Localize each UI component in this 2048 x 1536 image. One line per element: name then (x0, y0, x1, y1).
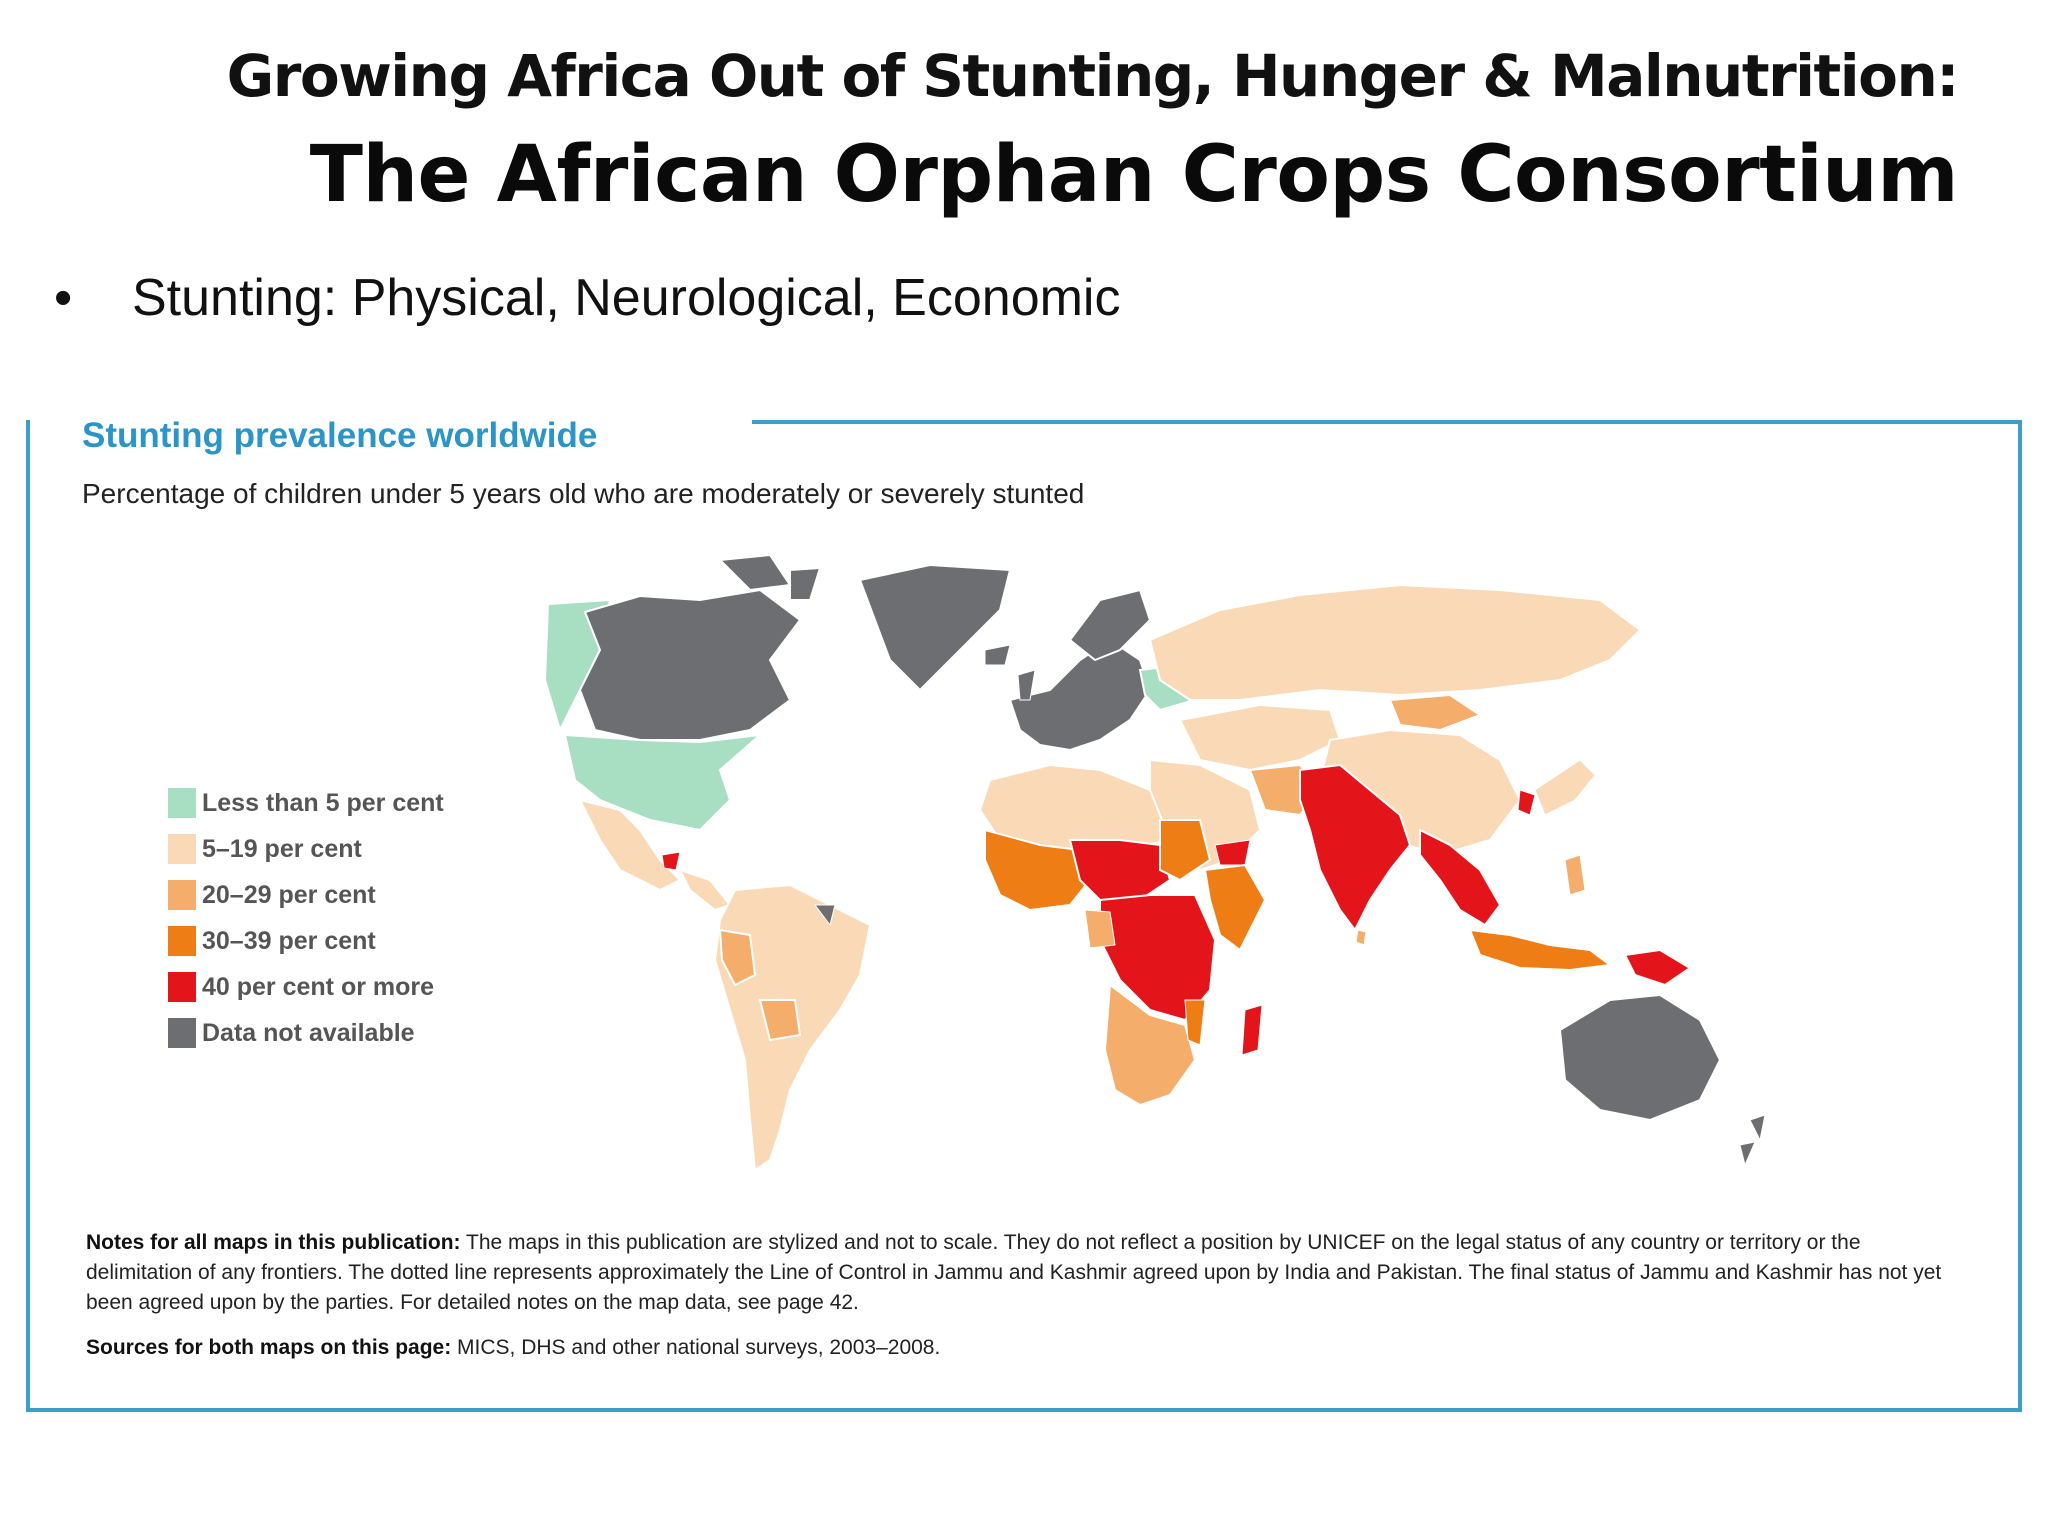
region-madagascar (1241, 1004, 1263, 1056)
region-horn-of-africa (1203, 863, 1267, 952)
map-panel-frame (26, 420, 2022, 1412)
region-mongolia (1388, 693, 1483, 732)
legend-item: 20–29 per cent (168, 872, 444, 918)
panel-border (26, 420, 2022, 1412)
legend-swatch (168, 972, 196, 1002)
legend-label: 20–29 per cent (202, 880, 376, 909)
legend-label: Data not available (202, 1018, 415, 1047)
region-central-asia (1178, 703, 1342, 772)
notes-label: Notes for all maps in this publication: (86, 1231, 461, 1254)
region-north-korea (1517, 789, 1536, 816)
legend-swatch (168, 1018, 196, 1048)
region-guatemala (661, 851, 681, 871)
region-bolivia (758, 999, 802, 1042)
region-central-america (678, 868, 732, 912)
region-west-africa (984, 828, 1092, 912)
legend-item: 40 per cent or more (168, 964, 444, 1010)
region-sudan (1159, 819, 1212, 882)
region-sri-lanka (1355, 929, 1367, 946)
region-mexico (578, 798, 682, 892)
legend-swatch (168, 880, 196, 910)
slide-title-line2: The African Orphan Crops Consortium (309, 130, 1959, 220)
region-russia (1148, 583, 1642, 701)
legend-swatch (168, 834, 196, 864)
region-europe (1008, 638, 1152, 752)
slide-title-line1: Growing Africa Out of Stunting, Hunger &… (226, 42, 1960, 110)
legend-item: 30–39 per cent (168, 918, 444, 964)
legend-item: Less than 5 per cent (168, 780, 444, 826)
region-korea-japan (1534, 759, 1596, 816)
region-canada (578, 588, 802, 741)
region-australia (1558, 993, 1722, 1122)
legend-item: 5–19 per cent (168, 826, 444, 872)
region-philippines (1564, 854, 1586, 896)
region-south-asia (1299, 763, 1412, 932)
map-notes: Notes for all maps in this publication: … (86, 1228, 1956, 1318)
region-gabon-congo (1084, 909, 1116, 949)
sources-label: Sources for both maps on this page: (86, 1336, 452, 1359)
map-title: Stunting prevalence worldwide (82, 416, 598, 455)
region-peru-ecuador (718, 928, 757, 987)
region-iceland-uk (984, 644, 1036, 701)
bullet-text: Stunting: Physical, Neurological, Econom… (132, 269, 1121, 327)
region-sahel (1068, 839, 1172, 901)
region-new-zealand (1739, 1114, 1766, 1167)
map-sources: Sources for both maps on this page: MICS… (86, 1336, 940, 1360)
legend-label: 40 per cent or more (202, 972, 435, 1001)
legend-label: 30–39 per cent (202, 926, 376, 955)
region-southern-africa (1103, 983, 1197, 1107)
region-mozambique (1184, 999, 1206, 1046)
notes-text: The maps in this publication are stylize… (86, 1231, 1942, 1314)
bullet-glyph: • (54, 269, 73, 327)
region-greenland (858, 563, 1012, 692)
map-legend: Less than 5 per cent 5–19 per cent 20–29… (168, 780, 444, 1056)
sources-text: MICS, DHS and other national surveys, 20… (451, 1336, 941, 1359)
region-southeast-asia (1419, 828, 1502, 927)
legend-item: Data not available (168, 1010, 444, 1056)
map-subtitle: Percentage of children under 5 years old… (82, 478, 1085, 509)
legend-label: 5–19 per cent (202, 834, 362, 863)
region-papua-new-guinea (1623, 948, 1692, 987)
region-indonesia (1468, 928, 1613, 972)
region-guyana (814, 904, 836, 927)
legend-swatch (168, 788, 196, 818)
bullet-point: • Stunting: Physical, Neurological, Econo… (54, 268, 1120, 328)
legend-swatch (168, 926, 196, 956)
region-scandinavia (1068, 588, 1152, 662)
region-canadian-arctic (717, 553, 822, 601)
legend-label: Less than 5 per cent (202, 788, 444, 817)
region-usa (563, 733, 764, 832)
region-yemen (1214, 839, 1251, 866)
